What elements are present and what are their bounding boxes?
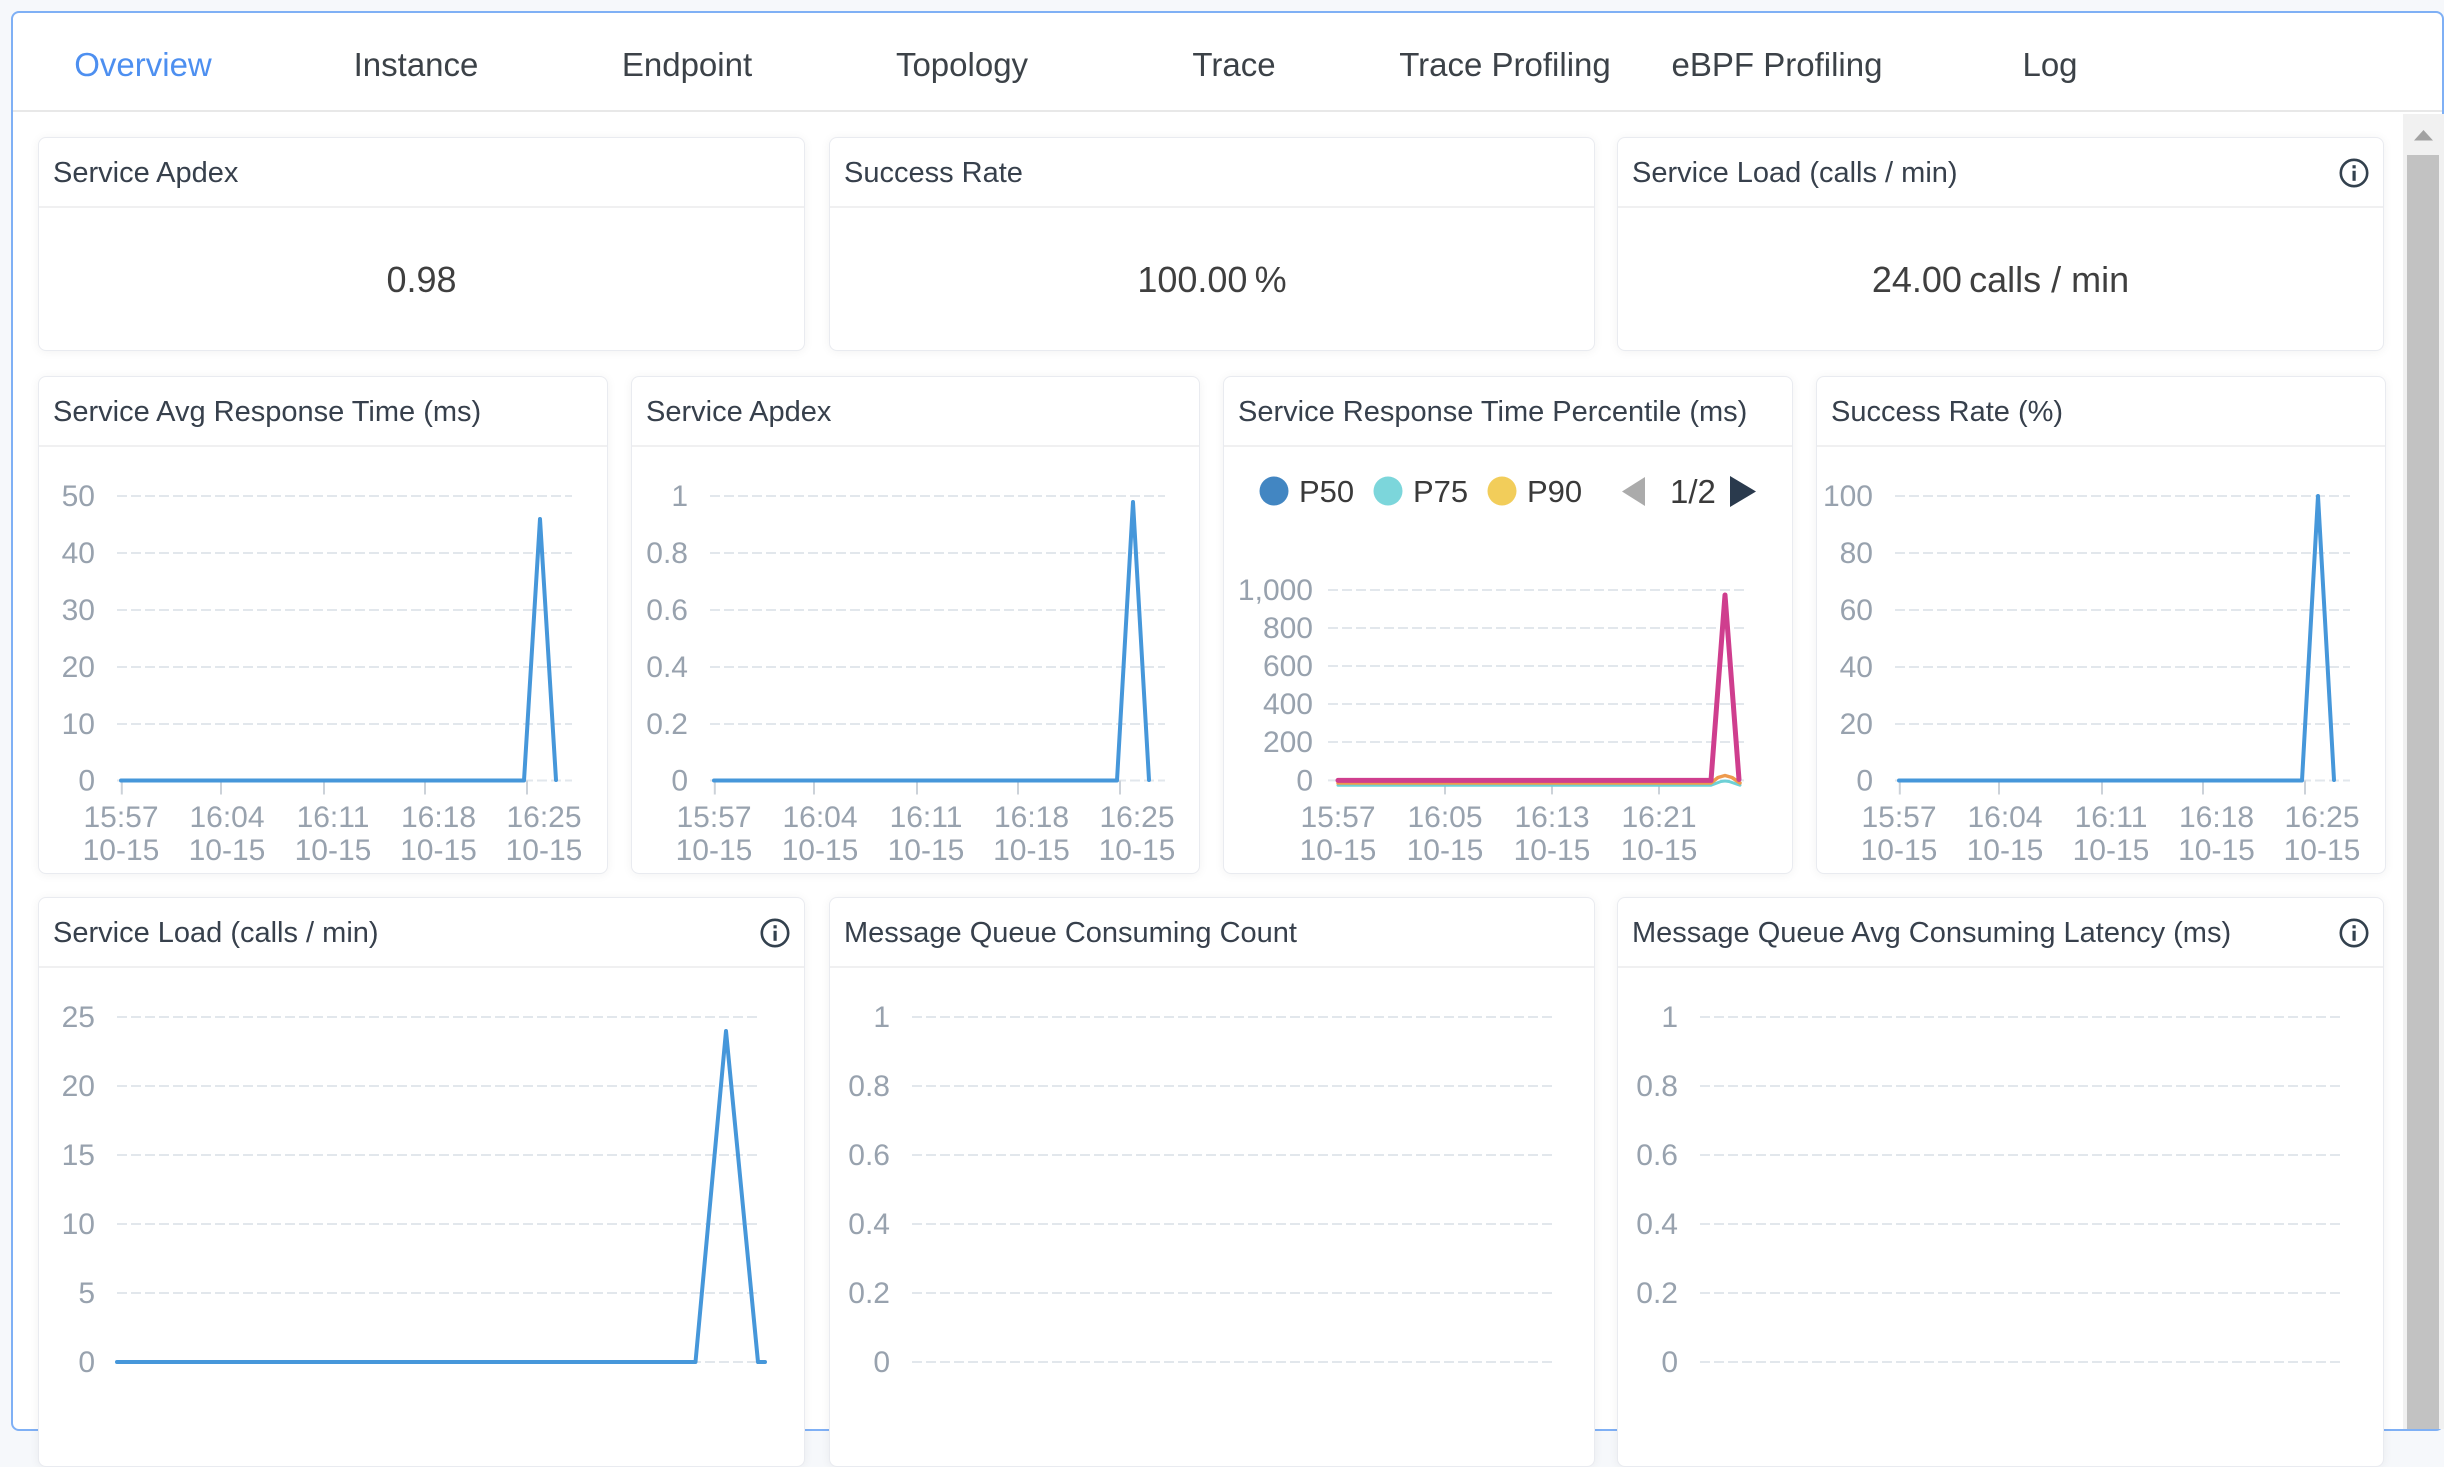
svg-text:25: 25 <box>62 1001 95 1034</box>
svg-text:16:18: 16:18 <box>994 801 1069 834</box>
svg-text:5: 5 <box>78 1277 95 1310</box>
svg-text:10-15: 10-15 <box>782 834 859 867</box>
svg-text:0: 0 <box>78 765 95 798</box>
svg-text:10-15: 10-15 <box>1300 834 1377 867</box>
svg-text:0: 0 <box>1856 765 1873 798</box>
svg-text:15:57: 15:57 <box>676 801 751 834</box>
svg-text:16:11: 16:11 <box>297 801 370 834</box>
svg-text:1: 1 <box>1661 1001 1678 1034</box>
svg-text:0: 0 <box>78 1346 95 1379</box>
svg-text:16:04: 16:04 <box>189 801 264 834</box>
svg-text:10-15: 10-15 <box>2284 834 2361 867</box>
svg-text:20: 20 <box>62 651 95 684</box>
svg-text:10-15: 10-15 <box>295 834 372 867</box>
svg-text:80: 80 <box>1840 537 1873 570</box>
svg-text:0.8: 0.8 <box>646 537 688 570</box>
svg-text:10-15: 10-15 <box>2073 834 2150 867</box>
svg-text:16:11: 16:11 <box>890 801 963 834</box>
svg-text:800: 800 <box>1263 612 1313 645</box>
svg-text:16:21: 16:21 <box>1621 801 1696 834</box>
svg-text:400: 400 <box>1263 688 1313 721</box>
svg-text:10-15: 10-15 <box>1621 834 1698 867</box>
svg-text:20: 20 <box>1840 708 1873 741</box>
svg-text:50: 50 <box>62 480 95 513</box>
svg-text:16:11: 16:11 <box>2075 801 2148 834</box>
svg-text:10-15: 10-15 <box>83 834 160 867</box>
svg-text:P90: P90 <box>1527 474 1582 509</box>
svg-text:0.6: 0.6 <box>848 1139 890 1172</box>
svg-text:60: 60 <box>1840 594 1873 627</box>
svg-text:40: 40 <box>1840 651 1873 684</box>
svg-text:0: 0 <box>671 765 688 798</box>
svg-text:15:57: 15:57 <box>1300 801 1375 834</box>
svg-text:10-15: 10-15 <box>1514 834 1591 867</box>
svg-text:16:25: 16:25 <box>1099 801 1174 834</box>
svg-text:0.6: 0.6 <box>1636 1139 1678 1172</box>
svg-text:10: 10 <box>62 708 95 741</box>
svg-text:16:05: 16:05 <box>1407 801 1482 834</box>
svg-text:0.6: 0.6 <box>646 594 688 627</box>
svg-text:600: 600 <box>1263 650 1313 683</box>
svg-text:1,000: 1,000 <box>1238 574 1313 607</box>
svg-text:10-15: 10-15 <box>993 834 1070 867</box>
svg-text:16:25: 16:25 <box>506 801 581 834</box>
svg-text:10-15: 10-15 <box>400 834 477 867</box>
svg-text:10-15: 10-15 <box>506 834 583 867</box>
svg-text:10-15: 10-15 <box>676 834 753 867</box>
svg-text:0.4: 0.4 <box>848 1208 890 1241</box>
svg-text:15:57: 15:57 <box>83 801 158 834</box>
svg-text:10-15: 10-15 <box>1099 834 1176 867</box>
svg-text:0.8: 0.8 <box>1636 1070 1678 1103</box>
svg-text:0: 0 <box>873 1346 890 1379</box>
svg-text:10-15: 10-15 <box>1861 834 1938 867</box>
svg-text:16:04: 16:04 <box>782 801 857 834</box>
svg-text:15:57: 15:57 <box>1861 801 1936 834</box>
svg-text:20: 20 <box>62 1070 95 1103</box>
svg-text:30: 30 <box>62 594 95 627</box>
svg-text:16:04: 16:04 <box>1967 801 2042 834</box>
svg-text:0: 0 <box>1296 764 1313 797</box>
svg-text:10: 10 <box>62 1208 95 1241</box>
svg-text:0.4: 0.4 <box>1636 1208 1678 1241</box>
svg-text:10-15: 10-15 <box>2178 834 2255 867</box>
svg-text:1: 1 <box>873 1001 890 1034</box>
svg-text:100: 100 <box>1823 480 1873 513</box>
svg-text:0.2: 0.2 <box>1636 1277 1678 1310</box>
svg-text:16:13: 16:13 <box>1514 801 1589 834</box>
svg-text:0: 0 <box>1661 1346 1678 1379</box>
svg-text:10-15: 10-15 <box>1967 834 2044 867</box>
svg-text:16:25: 16:25 <box>2284 801 2359 834</box>
svg-text:16:18: 16:18 <box>2179 801 2254 834</box>
svg-text:10-15: 10-15 <box>1407 834 1484 867</box>
svg-text:0.8: 0.8 <box>848 1070 890 1103</box>
svg-text:15: 15 <box>62 1139 95 1172</box>
svg-text:0.4: 0.4 <box>646 651 688 684</box>
svg-text:1: 1 <box>671 480 688 513</box>
svg-text:10-15: 10-15 <box>189 834 266 867</box>
svg-text:1/2: 1/2 <box>1670 473 1716 510</box>
svg-text:16:18: 16:18 <box>401 801 476 834</box>
svg-text:P75: P75 <box>1413 474 1468 509</box>
svg-text:0.2: 0.2 <box>848 1277 890 1310</box>
svg-text:10-15: 10-15 <box>888 834 965 867</box>
svg-text:200: 200 <box>1263 726 1313 759</box>
svg-text:40: 40 <box>62 537 95 570</box>
svg-text:P50: P50 <box>1299 474 1354 509</box>
svg-text:0.2: 0.2 <box>646 708 688 741</box>
